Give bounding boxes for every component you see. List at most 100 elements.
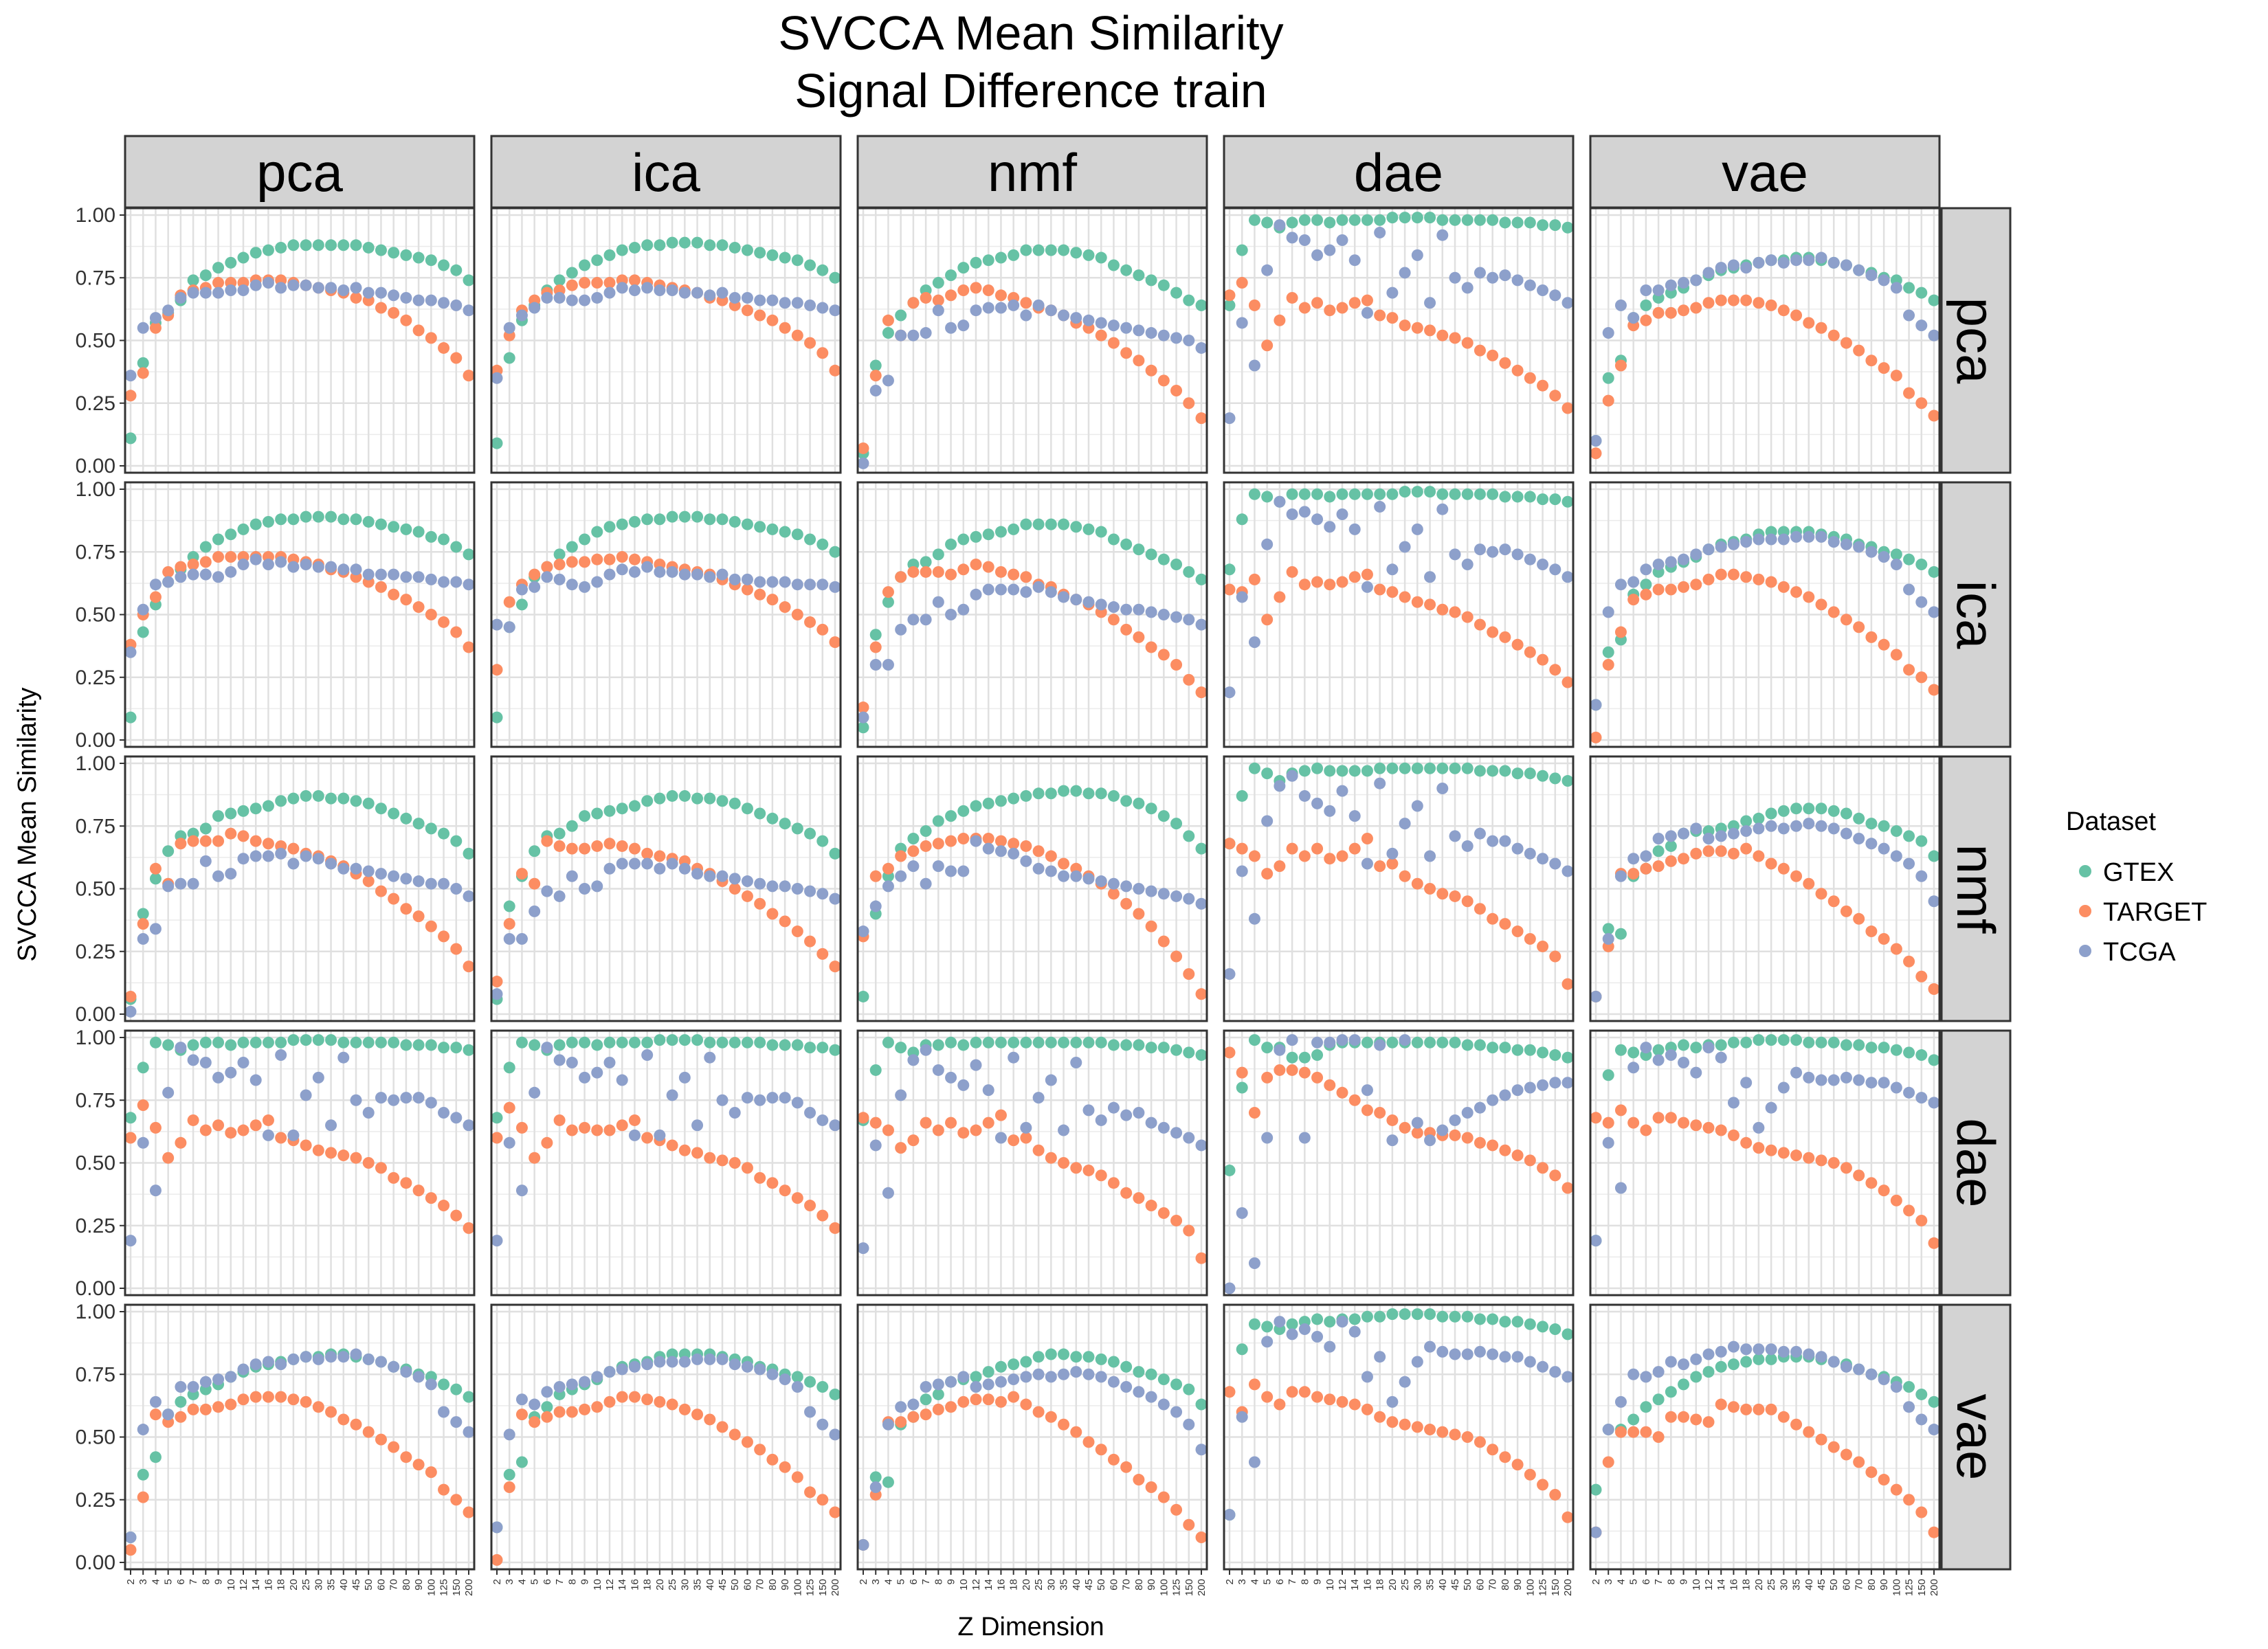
point-target — [1487, 626, 1499, 638]
point-target — [716, 1154, 729, 1167]
point-target — [1903, 955, 1915, 967]
point-gtex — [982, 254, 994, 267]
point-target — [1702, 573, 1715, 585]
point-target — [1195, 1252, 1208, 1264]
point-tcga — [869, 900, 882, 912]
point-tcga — [1195, 1139, 1208, 1152]
point-tcga — [1753, 256, 1765, 269]
point-tcga — [515, 1185, 528, 1197]
point-gtex — [829, 271, 841, 284]
point-tcga — [704, 870, 716, 882]
point-gtex — [628, 515, 641, 528]
point-target — [1878, 362, 1890, 374]
point-target — [945, 1117, 957, 1129]
point-target — [579, 842, 591, 855]
point-gtex — [463, 1391, 475, 1403]
point-tcga — [1753, 533, 1765, 546]
point-target — [515, 1121, 528, 1134]
point-tcga — [1474, 1345, 1486, 1358]
point-tcga — [388, 568, 400, 581]
point-target — [641, 847, 654, 860]
point-target — [829, 961, 841, 973]
point-tcga — [1461, 282, 1474, 294]
point-tcga — [1665, 556, 1677, 568]
point-tcga — [362, 568, 375, 581]
point-target — [1261, 868, 1274, 880]
point-tcga — [1878, 842, 1890, 855]
point-gtex — [1815, 803, 1827, 815]
point-tcga — [1590, 699, 1602, 711]
point-tcga — [1324, 244, 1336, 256]
point-tcga — [729, 873, 741, 885]
point-gtex — [982, 1036, 994, 1048]
point-gtex — [1195, 842, 1208, 855]
point-gtex — [882, 596, 894, 608]
point-gtex — [920, 1393, 932, 1406]
point-target — [162, 1152, 175, 1164]
point-tcga — [149, 312, 162, 324]
point-target — [970, 559, 982, 570]
point-tcga — [350, 282, 362, 294]
y-tick-label: 0.75 — [76, 1089, 115, 1112]
x-tick-label: 35 — [1058, 1579, 1070, 1591]
point-tcga — [1020, 855, 1032, 867]
y-axis-title: SVCCA Mean Similarity — [13, 687, 42, 961]
point-target — [1903, 1494, 1915, 1506]
point-target — [1286, 565, 1298, 578]
point-tcga — [1765, 254, 1777, 267]
point-tcga — [729, 1358, 741, 1371]
point-target — [1183, 968, 1195, 980]
point-gtex — [1487, 765, 1499, 777]
point-tcga — [1740, 1343, 1753, 1356]
point-target — [541, 1411, 553, 1423]
point-target — [907, 845, 920, 857]
row-strip-pca — [1940, 207, 2012, 474]
point-gtex — [741, 1036, 753, 1048]
point-gtex — [1020, 518, 1032, 530]
point-tcga — [491, 1521, 503, 1534]
point-target — [1590, 731, 1602, 743]
y-tick-label: 0.25 — [76, 1215, 115, 1237]
point-target — [678, 1403, 691, 1415]
point-tcga — [994, 302, 1007, 314]
point-target — [566, 1406, 578, 1418]
point-tcga — [1614, 870, 1627, 882]
point-gtex — [704, 792, 716, 805]
point-gtex — [137, 1062, 149, 1074]
point-tcga — [945, 865, 957, 877]
point-gtex — [932, 1039, 944, 1051]
point-tcga — [603, 862, 616, 875]
point-target — [1195, 1532, 1208, 1543]
point-target — [1298, 302, 1311, 314]
point-gtex — [225, 256, 237, 269]
point-tcga — [1170, 1406, 1183, 1418]
point-tcga — [388, 870, 400, 882]
point-target — [1461, 1431, 1474, 1443]
point-target — [970, 1393, 982, 1406]
point-gtex — [741, 244, 753, 256]
point-tcga — [994, 1376, 1007, 1388]
point-gtex — [907, 833, 920, 844]
x-tick-label: 2 — [1224, 1579, 1236, 1584]
point-tcga — [1170, 611, 1183, 623]
x-tick-label: 35 — [1791, 1579, 1803, 1591]
point-tcga — [566, 1378, 578, 1391]
point-tcga — [1549, 857, 1561, 870]
point-tcga — [1753, 822, 1765, 835]
point-target — [1223, 1386, 1236, 1398]
point-target — [1487, 1139, 1499, 1152]
point-target — [1524, 933, 1536, 945]
point-target — [957, 1395, 970, 1408]
point-tcga — [1652, 1366, 1665, 1378]
x-tick-label: 70 — [755, 1579, 766, 1591]
point-tcga — [982, 1378, 994, 1391]
point-gtex — [579, 533, 591, 546]
point-tcga — [1286, 770, 1298, 782]
point-tcga — [1499, 835, 1511, 847]
point-tcga — [628, 565, 641, 578]
point-target — [1903, 1204, 1915, 1217]
point-tcga — [1827, 1074, 1840, 1086]
point-tcga — [603, 1057, 616, 1068]
point-tcga — [287, 857, 300, 870]
point-tcga — [1474, 1101, 1486, 1114]
